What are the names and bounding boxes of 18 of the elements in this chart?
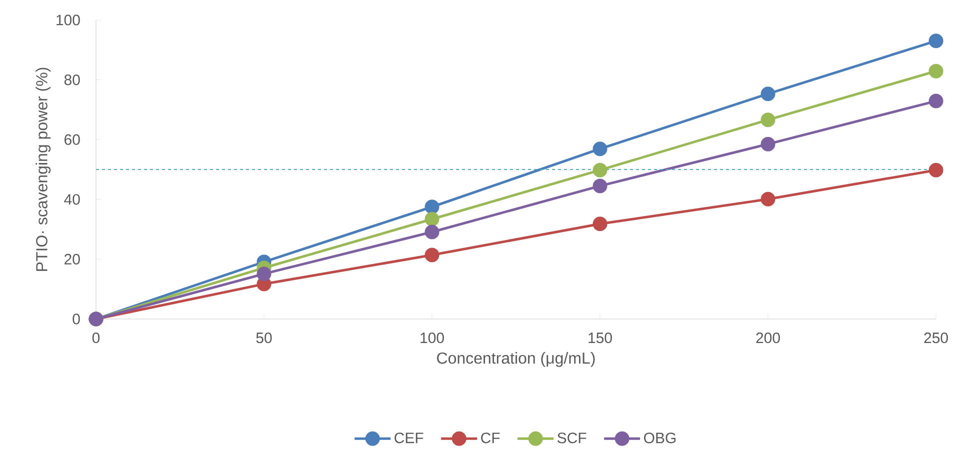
y-tick-label: 100 (56, 14, 80, 26)
y-tick-label: 40 (64, 194, 80, 205)
x-tick-label: 200 (756, 332, 780, 344)
y-axis-title: PTIO· scavenging power (%) (36, 68, 51, 272)
x-tick-label: 150 (588, 332, 612, 344)
y-tick-label: 0 (72, 314, 80, 325)
y-tick-label: 60 (64, 134, 80, 146)
legend-label: OBG (644, 432, 676, 444)
x-tick-label: 250 (924, 332, 948, 344)
y-tick-label: 80 (64, 74, 80, 86)
legend-label: CF (481, 432, 500, 444)
x-tick-label: 0 (92, 332, 100, 344)
x-tick-label: 100 (420, 332, 444, 344)
x-tick-label: 50 (256, 332, 272, 344)
legend-label: CEF (394, 432, 424, 444)
x-axis-title: Concentration (μg/mL) (437, 352, 595, 368)
y-tick-label: 20 (64, 254, 80, 265)
legend-label: SCF (558, 432, 586, 444)
